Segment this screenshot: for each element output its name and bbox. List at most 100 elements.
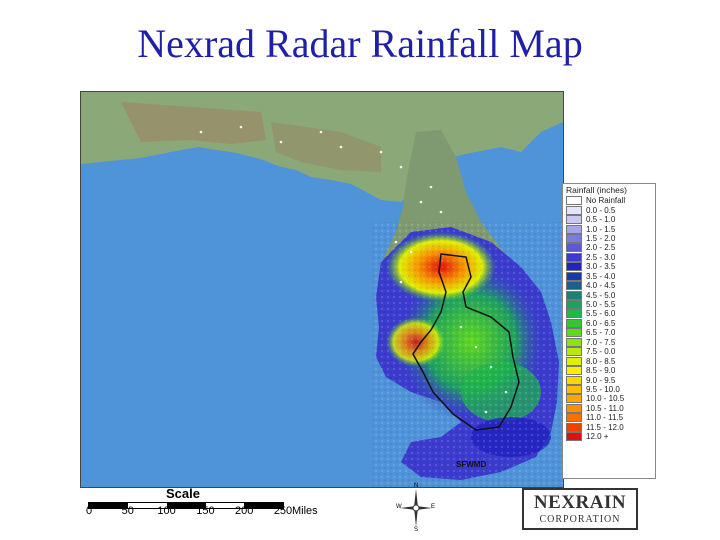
legend-item: 9.5 - 10.0 [566, 384, 625, 394]
scale-tick-label: 0 [85, 505, 93, 517]
legend-swatch [566, 422, 582, 432]
scale-tick-label: 200 [235, 505, 254, 517]
legend-label: 9.5 - 10.0 [586, 384, 620, 394]
legend-swatch [566, 309, 582, 319]
legend-swatch [566, 262, 582, 272]
scale-title: Scale [166, 486, 200, 501]
legend-swatch [566, 366, 582, 376]
map-graphic [81, 92, 563, 487]
legend-label: 6.5 - 7.0 [586, 328, 616, 338]
legend-item: 6.0 - 6.5 [566, 318, 625, 328]
legend-label: 11.0 - 11.5 [586, 413, 624, 423]
legend-label: 4.5 - 5.0 [586, 290, 616, 300]
sfwmd-boundary [412, 253, 520, 431]
rainfall-map[interactable]: SFWMD [80, 91, 564, 488]
legend-swatch [566, 271, 582, 281]
logo-name: NEXRAIN [533, 492, 627, 513]
legend-label: 6.0 - 6.5 [586, 318, 616, 328]
scale-tick-label: 50 [121, 505, 134, 517]
compass-rose: N S E W [396, 483, 436, 533]
legend-label: 2.0 - 2.5 [586, 243, 616, 253]
legend-label: 5.5 - 6.0 [586, 309, 616, 319]
scale-segment [244, 503, 283, 508]
legend-item: 2.5 - 3.0 [566, 252, 625, 262]
legend-swatch [566, 394, 582, 404]
legend-label: 0.5 - 1.0 [586, 215, 616, 225]
legend-title: Rainfall (inches) [566, 185, 627, 195]
legend-label: 9.0 - 9.5 [586, 375, 616, 385]
legend-item: 10.5 - 11.0 [566, 403, 625, 413]
legend-label: 12.0 + [586, 432, 609, 442]
legend-swatch [566, 356, 582, 366]
legend-item: 12.0 + [566, 432, 625, 442]
legend-label: 4.0 - 4.5 [586, 281, 616, 291]
scale-tick-label: 150 [196, 505, 215, 517]
rainfall-legend: Rainfall (inches) No Rainfall 0.0 - 0.5 0.… [562, 183, 656, 479]
page-title: Nexrad Radar Rainfall Map [137, 21, 583, 66]
legend-swatch [566, 328, 582, 338]
scale-ruler [88, 502, 284, 509]
legend-swatch [566, 290, 582, 300]
scale-bar: Scale 0 50 100 150 200 250 Miles [80, 486, 318, 526]
legend-item: 6.5 - 7.0 [566, 328, 625, 338]
legend-swatch [566, 233, 582, 243]
legend-swatch [566, 375, 582, 385]
scale-tick-label: 250 [273, 505, 293, 517]
legend-swatch [566, 281, 582, 291]
legend-label: 2.5 - 3.0 [586, 252, 616, 262]
legend-label: 0.0 - 0.5 [586, 205, 616, 215]
legend-item: 1.5 - 2.0 [566, 233, 625, 243]
legend-swatch [566, 347, 582, 357]
compass-west: W [396, 504, 402, 510]
legend-label: 3.0 - 3.5 [586, 262, 616, 272]
legend-label: 8.5 - 9.0 [586, 366, 616, 376]
legend-item: 0.5 - 1.0 [566, 215, 625, 225]
legend-item: 3.5 - 4.0 [566, 271, 625, 281]
legend-label: 1.0 - 1.5 [586, 224, 616, 234]
scale-unit: Miles [292, 505, 318, 517]
compass-icon [400, 489, 432, 527]
legend-swatch [566, 403, 582, 413]
logo-sub: CORPORATION [539, 514, 621, 525]
scale-tick-label: 100 [157, 505, 176, 517]
legend-item: 7.0 - 7.5 [566, 337, 625, 347]
scale-segment [167, 503, 206, 508]
legend-item: 5.0 - 5.5 [566, 300, 625, 310]
legend-label: No Rainfall [586, 196, 626, 206]
legend-label: 1.5 - 2.0 [586, 233, 616, 243]
legend-item: No Rainfall [566, 196, 626, 206]
compass-east: E [431, 504, 436, 510]
compass-north: N [414, 483, 419, 489]
legend-item: 9.0 - 9.5 [566, 375, 625, 385]
sfwmd-label: SFWMD [456, 460, 487, 469]
legend-item: 1.0 - 1.5 [566, 224, 625, 234]
legend-label: 7.5 - 0.0 [586, 347, 616, 357]
legend-item: 10.0 - 10.5 [566, 394, 625, 404]
compass-south: S [414, 527, 419, 533]
legend-swatch [566, 432, 582, 442]
legend-swatch [566, 300, 582, 310]
rain-gauge-points [199, 125, 508, 414]
legend-label: 5.0 - 5.5 [586, 300, 616, 310]
legend-item: 8.5 - 9.0 [566, 366, 625, 376]
legend-label: 10.0 - 10.5 [586, 394, 625, 404]
legend-item: 5.5 - 6.0 [566, 309, 625, 319]
legend-item: 8.0 - 8.5 [566, 356, 625, 366]
legend-item: 4.5 - 5.0 [566, 290, 625, 300]
legend-label: 7.0 - 7.5 [586, 337, 616, 347]
legend-swatch [566, 384, 582, 394]
legend-swatch [566, 413, 582, 423]
legend-label: 10.5 - 11.0 [586, 403, 624, 413]
legend-label: 8.0 - 8.5 [586, 356, 616, 366]
legend-swatch [566, 318, 582, 328]
legend-item: 2.0 - 2.5 [566, 243, 625, 253]
legend-label: 11.5 - 12.0 [586, 422, 624, 432]
legend-item: 11.5 - 12.0 [566, 422, 625, 432]
legend-swatch [566, 215, 582, 225]
legend-item: 4.0 - 4.5 [566, 281, 625, 291]
legend-swatch [566, 224, 582, 234]
legend-swatch [566, 243, 582, 253]
nexrain-logo: NEXRAIN CORPORATION [522, 488, 638, 530]
legend-item: 11.0 - 11.5 [566, 413, 625, 423]
legend-item: 0.0 - 0.5 [566, 205, 625, 215]
